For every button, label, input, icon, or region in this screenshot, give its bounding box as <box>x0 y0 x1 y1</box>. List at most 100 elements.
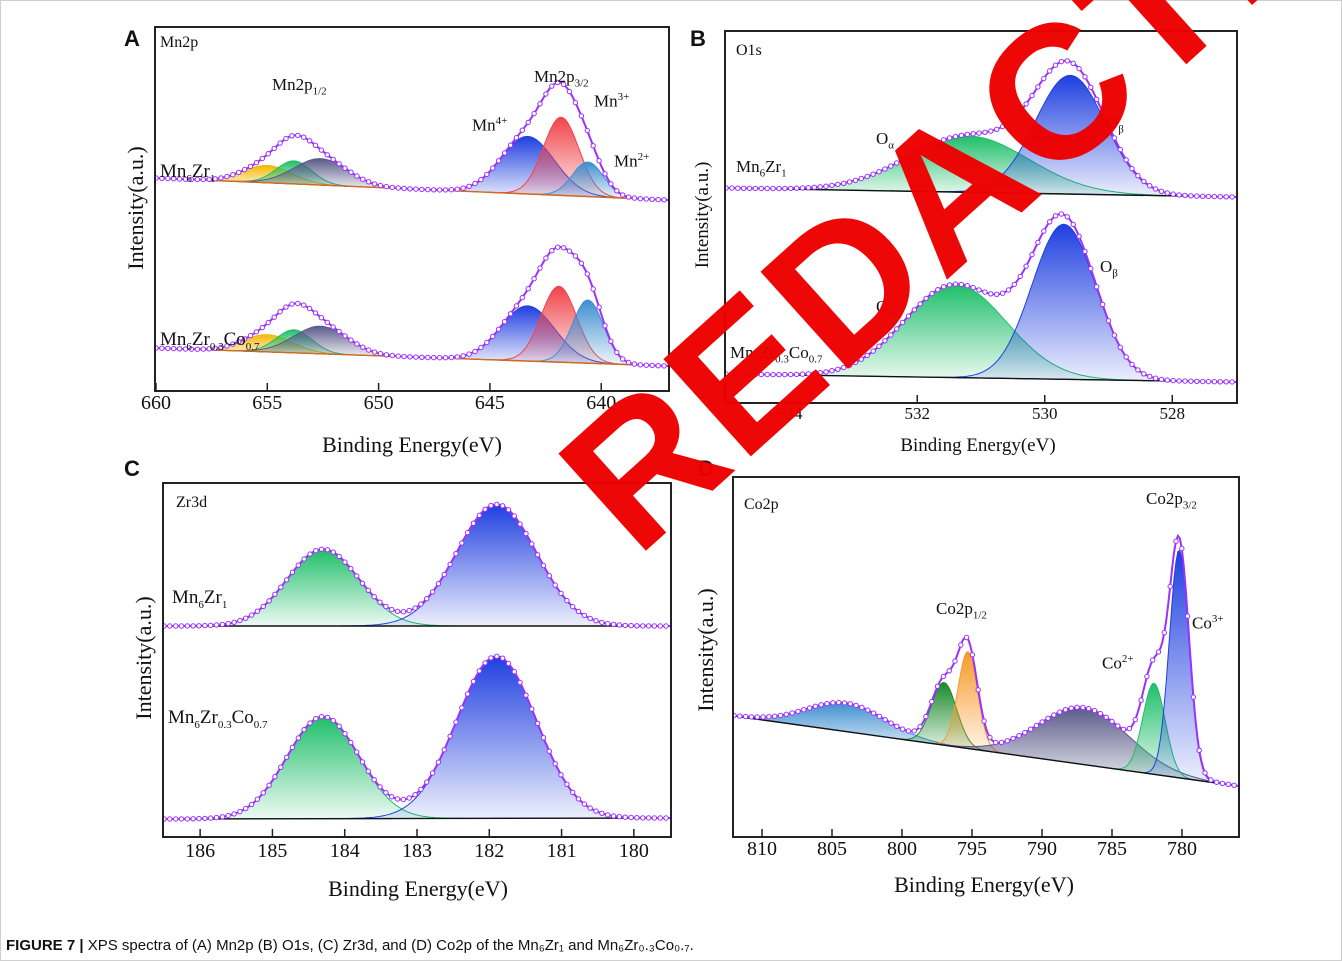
data-point <box>560 245 567 251</box>
data-point <box>1035 84 1041 90</box>
data-point <box>923 295 929 302</box>
data-point <box>888 720 894 726</box>
data-point <box>917 301 923 307</box>
data-point <box>460 185 466 191</box>
data-point <box>1105 318 1112 324</box>
annotation-mn2p12: Mn2p1/2 <box>272 75 327 98</box>
data-point <box>988 291 994 297</box>
data-point <box>793 371 800 378</box>
data-point <box>447 561 453 568</box>
data-point <box>981 718 987 724</box>
data-point <box>735 371 741 377</box>
data-point <box>213 814 220 821</box>
background-line-c-1 <box>164 817 670 820</box>
data-point <box>1086 705 1092 712</box>
data-point <box>184 623 191 629</box>
data-point <box>1205 378 1212 385</box>
data-point <box>289 301 295 307</box>
data-point <box>425 354 431 361</box>
data-point <box>431 187 437 193</box>
data-point <box>307 551 313 557</box>
data-point <box>182 176 189 182</box>
data-point <box>625 359 632 366</box>
data-point <box>535 720 541 727</box>
data-point <box>301 556 307 562</box>
data-point <box>1074 704 1080 711</box>
data-point <box>748 714 755 720</box>
data-point <box>178 623 185 629</box>
data-point <box>278 584 284 590</box>
data-point <box>448 187 455 193</box>
data-point <box>859 704 865 711</box>
x-tick-label: 183 <box>402 840 432 862</box>
data-point <box>1047 219 1053 225</box>
data-point <box>371 349 378 355</box>
data-point <box>1214 779 1220 785</box>
data-point <box>1022 729 1028 736</box>
data-point <box>894 326 900 332</box>
data-point <box>1170 377 1176 384</box>
data-point <box>614 188 620 194</box>
data-point <box>806 705 813 711</box>
sample-label-mn6zr03co07: Mn6Zr0.3Co0.7 <box>160 329 260 353</box>
data-point <box>566 88 573 95</box>
data-point <box>200 346 206 352</box>
annotation-co2p32: Co2p3/2 <box>1146 489 1197 512</box>
x-tick-label: 810 <box>747 838 777 860</box>
data-point <box>441 747 447 753</box>
data-point <box>259 324 266 331</box>
data-point <box>371 594 377 600</box>
data-point <box>429 770 436 776</box>
data-point <box>929 290 935 297</box>
data-point <box>248 612 255 618</box>
data-point <box>975 687 981 693</box>
data-point <box>584 271 590 277</box>
data-point <box>830 700 836 706</box>
data-point <box>752 185 759 192</box>
data-point <box>366 179 372 185</box>
data-point <box>864 173 870 180</box>
data-point <box>614 349 620 355</box>
panel-c-ylabel: Intensity(a.u.) <box>131 596 156 720</box>
data-point <box>572 99 579 106</box>
data-point <box>482 506 488 512</box>
data-point <box>923 713 929 720</box>
data-point <box>1041 228 1047 234</box>
data-point <box>982 129 988 136</box>
panel-d-plot <box>732 476 1240 838</box>
data-point <box>277 309 283 315</box>
data-point <box>1141 371 1147 377</box>
data-point <box>476 668 482 674</box>
data-point <box>663 623 669 629</box>
data-point <box>454 354 460 360</box>
data-point <box>429 589 436 595</box>
data-point <box>176 176 183 182</box>
panel-c-svg <box>164 501 670 836</box>
panel-b-element-label: O1s <box>736 42 762 59</box>
data-point <box>754 714 760 720</box>
data-point <box>661 363 667 369</box>
data-point <box>1147 373 1153 380</box>
data-point <box>407 354 413 360</box>
data-point <box>277 140 283 146</box>
data-point <box>764 371 770 378</box>
data-point <box>525 119 531 126</box>
data-point <box>419 186 425 193</box>
data-point <box>254 608 261 614</box>
data-point <box>354 173 360 179</box>
data-point <box>466 183 472 190</box>
data-point <box>156 175 159 181</box>
data-point <box>383 352 390 358</box>
data-point <box>188 176 195 183</box>
data-point <box>342 333 348 339</box>
data-point <box>637 362 644 368</box>
data-point <box>882 166 888 172</box>
data-point <box>1058 58 1065 65</box>
data-point <box>1161 629 1167 636</box>
data-point <box>1129 361 1135 368</box>
data-point <box>413 354 419 360</box>
data-point <box>1123 157 1129 163</box>
sample-label-c-mn6zr1: Mn6Zr1 <box>172 587 228 611</box>
data-point <box>941 284 947 290</box>
data-point <box>412 792 418 798</box>
